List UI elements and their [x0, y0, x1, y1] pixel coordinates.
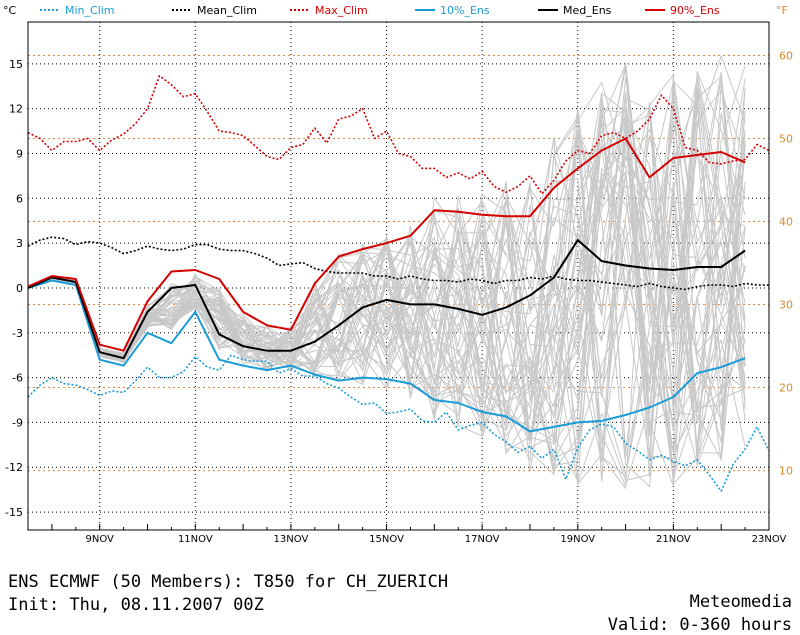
ensemble-member-line: [27, 84, 746, 466]
legend-label: Mean_Clim: [197, 4, 257, 17]
ensemble-member-line: [27, 120, 746, 421]
y-right-tick-label: 10: [779, 465, 793, 478]
x-tick-label: 13NOV: [274, 534, 309, 545]
x-tick-label: 9NOV: [86, 534, 115, 545]
series-med-ens: [27, 239, 746, 360]
ensemble-member-line: [27, 68, 746, 453]
ensemble-member-line: [27, 149, 746, 443]
series-90-ens: [27, 137, 746, 352]
y-left-tick-label: 9: [16, 147, 23, 160]
ensemble-member-line: [27, 105, 746, 481]
y-left-tick-label: -6: [12, 372, 23, 385]
x-tick-label: 17NOV: [465, 534, 500, 545]
y-left-tick-label: -12: [5, 461, 23, 474]
y-right-tick-label: 40: [779, 216, 793, 229]
legend-label: Max_Clim: [315, 4, 368, 17]
x-tick-label: 15NOV: [369, 534, 404, 545]
y-left-tick-label: 15: [9, 58, 23, 71]
x-tick-label: 23NOV: [752, 534, 787, 545]
y-left-tick-label: -9: [12, 416, 23, 429]
y-right-tick-label: 50: [779, 133, 793, 146]
legend-label: 10%_Ens: [440, 4, 490, 17]
y-right-tick-label: 30: [779, 299, 793, 312]
footer-line-2: Init: Thu, 08.11.2007 00Z Valid: 0-360 h…: [0, 575, 800, 635]
valid-label: Valid: 0-360 hours: [607, 615, 792, 635]
unit-fahrenheit-label: °F: [776, 4, 788, 17]
chart-title: ENS ECMWF (50 Members): T850 for CH_ZUER…: [8, 572, 449, 592]
y-left-tick-label: 3: [16, 237, 23, 250]
legend-label: Min_Clim: [65, 4, 115, 17]
unit-celsius-label: °C: [3, 4, 17, 17]
legend-label: 90%_Ens: [670, 4, 720, 17]
legend-label: Med_Ens: [563, 4, 612, 17]
y-left-tick-label: -3: [12, 327, 23, 340]
x-tick-label: 21NOV: [656, 534, 691, 545]
series-max-clim: [27, 75, 770, 195]
ensemble-temperature-chart: 10 20 30 40 50 60 -15 -12 -9 -6 -3 0 3 6 9 12 15 9NOV 11NO…: [3, 4, 793, 545]
x-tick-label: 19NOV: [560, 534, 595, 545]
x-tick-label: 11NOV: [178, 534, 213, 545]
series-10-ens: [27, 279, 746, 433]
plot-frame: [27, 21, 770, 531]
footer-line-1: ENS ECMWF (50 Members): T850 for CH_ZUER…: [0, 552, 800, 612]
init-label: Init: Thu, 08.11.2007 00Z: [8, 595, 264, 615]
y-right-tick-label: 60: [779, 50, 793, 63]
series-mean-clim: [27, 236, 769, 291]
y-left-tick-label: -15: [5, 506, 23, 519]
y-left-tick-label: 12: [9, 103, 23, 116]
y-left-tick-label: 6: [16, 192, 23, 205]
y-left-tick-label: 0: [16, 282, 23, 295]
ensemble-member-line: [27, 78, 746, 416]
y-right-tick-label: 20: [779, 382, 793, 395]
